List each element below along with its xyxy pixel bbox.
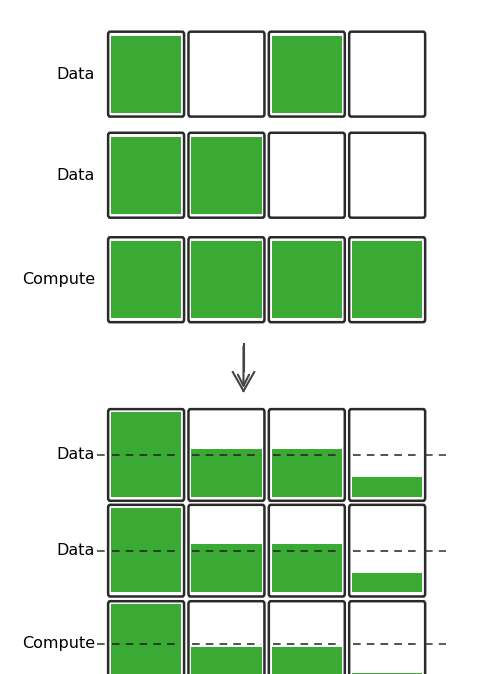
Bar [352,573,422,592]
Bar [272,36,342,113]
Bar [351,135,424,216]
Bar [351,239,424,320]
Bar [351,411,424,499]
Bar [110,34,183,115]
Bar [351,34,424,115]
Bar [270,34,343,115]
Bar [111,241,181,318]
Bar [191,545,262,592]
Bar [110,603,183,674]
Bar [111,36,181,113]
Bar [190,411,263,499]
Bar [272,647,342,674]
Bar [270,239,343,320]
Bar [110,507,183,594]
Text: Compute: Compute [22,636,95,651]
Text: Compute: Compute [22,272,95,287]
Bar [111,604,181,674]
Bar [110,135,183,216]
Bar [352,673,422,674]
Bar [191,241,262,318]
Bar [190,507,263,594]
Bar [270,135,343,216]
Bar [110,411,183,499]
Bar [111,508,181,592]
Text: Data: Data [56,448,95,462]
Bar [272,449,342,497]
Text: Data: Data [56,168,95,183]
Text: Data: Data [56,543,95,558]
Bar [190,135,263,216]
Bar [270,507,343,594]
Bar [191,647,262,674]
Bar [272,241,342,318]
Bar [190,239,263,320]
Bar [110,239,183,320]
Bar [270,603,343,674]
Bar [272,545,342,592]
Bar [191,137,262,214]
Bar [270,411,343,499]
Bar [111,137,181,214]
Bar [191,449,262,497]
Bar [352,477,422,497]
Bar [190,603,263,674]
Text: Data: Data [56,67,95,82]
Bar [190,34,263,115]
Bar [351,507,424,594]
Bar [111,412,181,497]
Bar [352,241,422,318]
Bar [351,603,424,674]
